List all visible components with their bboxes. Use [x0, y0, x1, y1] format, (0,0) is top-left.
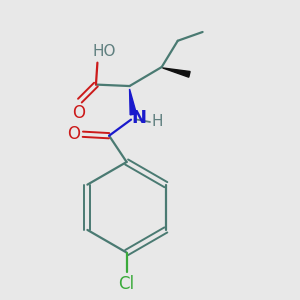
Text: HO: HO — [92, 44, 116, 59]
Text: Cl: Cl — [118, 275, 135, 293]
Text: N: N — [132, 110, 147, 128]
Polygon shape — [163, 68, 190, 77]
Polygon shape — [130, 89, 136, 115]
Text: O: O — [72, 103, 85, 122]
Text: H: H — [151, 115, 163, 130]
Text: O: O — [68, 125, 80, 143]
